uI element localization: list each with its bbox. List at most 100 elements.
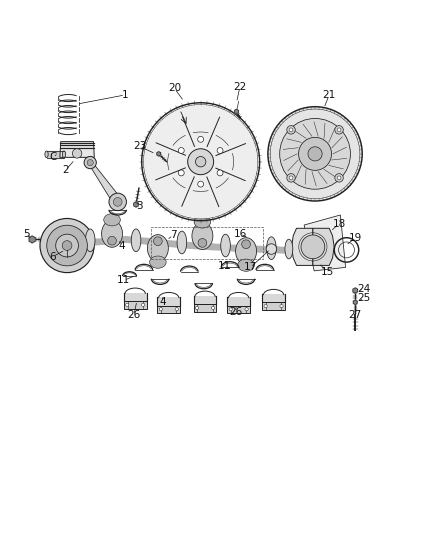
Circle shape: [335, 174, 343, 182]
Circle shape: [175, 308, 178, 311]
Polygon shape: [227, 305, 250, 313]
Text: 4: 4: [119, 240, 125, 251]
Circle shape: [217, 148, 223, 154]
Ellipse shape: [148, 235, 168, 262]
Polygon shape: [353, 300, 357, 304]
Text: C: C: [49, 152, 57, 163]
Circle shape: [229, 308, 232, 311]
Polygon shape: [262, 302, 285, 310]
Circle shape: [56, 234, 78, 257]
Text: 27: 27: [349, 310, 362, 320]
Polygon shape: [29, 236, 35, 243]
Circle shape: [287, 126, 295, 134]
Text: 17: 17: [244, 262, 257, 272]
Ellipse shape: [62, 151, 66, 158]
Circle shape: [109, 193, 127, 211]
Circle shape: [198, 136, 204, 142]
Ellipse shape: [45, 151, 48, 158]
Polygon shape: [292, 228, 313, 265]
Ellipse shape: [104, 214, 120, 226]
Circle shape: [159, 308, 162, 311]
Polygon shape: [46, 151, 64, 158]
Polygon shape: [157, 305, 180, 313]
Polygon shape: [353, 288, 357, 293]
Circle shape: [198, 239, 207, 247]
Circle shape: [280, 304, 283, 308]
Ellipse shape: [150, 256, 166, 268]
Circle shape: [280, 118, 350, 189]
Circle shape: [141, 303, 145, 306]
Circle shape: [242, 240, 251, 248]
Text: 4: 4: [160, 297, 166, 308]
Circle shape: [126, 303, 129, 306]
Circle shape: [113, 198, 122, 206]
Circle shape: [289, 128, 293, 132]
Text: 11: 11: [218, 261, 231, 271]
Ellipse shape: [221, 234, 230, 257]
Circle shape: [72, 149, 82, 158]
Polygon shape: [60, 142, 94, 157]
Text: 2: 2: [62, 165, 69, 175]
Ellipse shape: [192, 222, 213, 249]
Circle shape: [178, 170, 184, 176]
Circle shape: [212, 306, 215, 310]
Circle shape: [337, 176, 341, 180]
Text: 26: 26: [127, 310, 141, 320]
Circle shape: [308, 147, 322, 161]
Ellipse shape: [238, 259, 254, 271]
Text: 24: 24: [357, 284, 371, 294]
Polygon shape: [124, 301, 147, 309]
Circle shape: [245, 308, 248, 311]
Circle shape: [264, 304, 267, 308]
Circle shape: [335, 126, 343, 134]
Ellipse shape: [236, 238, 257, 265]
Polygon shape: [194, 296, 216, 304]
Ellipse shape: [85, 229, 95, 252]
Text: 25: 25: [357, 293, 371, 303]
Circle shape: [62, 241, 72, 251]
Text: 23: 23: [133, 141, 146, 151]
Polygon shape: [134, 202, 138, 207]
Ellipse shape: [102, 220, 123, 247]
Circle shape: [198, 181, 204, 187]
Circle shape: [108, 236, 117, 245]
Polygon shape: [157, 297, 180, 305]
Ellipse shape: [267, 237, 276, 260]
Text: 20: 20: [168, 83, 181, 93]
Ellipse shape: [177, 231, 187, 254]
Circle shape: [144, 104, 258, 219]
Circle shape: [266, 244, 277, 254]
Circle shape: [47, 225, 87, 266]
Text: 5: 5: [23, 229, 29, 239]
Polygon shape: [235, 109, 238, 114]
Polygon shape: [157, 152, 161, 156]
Ellipse shape: [131, 229, 141, 252]
Text: 16: 16: [233, 229, 247, 239]
Polygon shape: [194, 304, 216, 312]
Circle shape: [178, 148, 184, 154]
Text: 6: 6: [49, 252, 56, 262]
Polygon shape: [124, 293, 147, 301]
Circle shape: [87, 159, 93, 166]
Text: 1: 1: [122, 90, 128, 100]
Circle shape: [40, 219, 94, 272]
Circle shape: [299, 138, 332, 171]
Text: 22: 22: [233, 82, 247, 92]
Polygon shape: [262, 294, 285, 302]
Circle shape: [337, 128, 341, 132]
Polygon shape: [88, 161, 122, 205]
Circle shape: [268, 107, 362, 201]
Ellipse shape: [194, 216, 211, 228]
Polygon shape: [227, 297, 250, 305]
Text: 19: 19: [349, 233, 362, 243]
Text: 21: 21: [322, 91, 336, 100]
Text: 7: 7: [170, 230, 177, 240]
Polygon shape: [304, 215, 346, 271]
Polygon shape: [313, 228, 334, 265]
Circle shape: [188, 149, 214, 175]
Circle shape: [301, 235, 325, 259]
Circle shape: [287, 174, 295, 182]
Text: 26: 26: [229, 308, 242, 317]
Circle shape: [153, 237, 162, 246]
Text: 18: 18: [332, 219, 346, 229]
